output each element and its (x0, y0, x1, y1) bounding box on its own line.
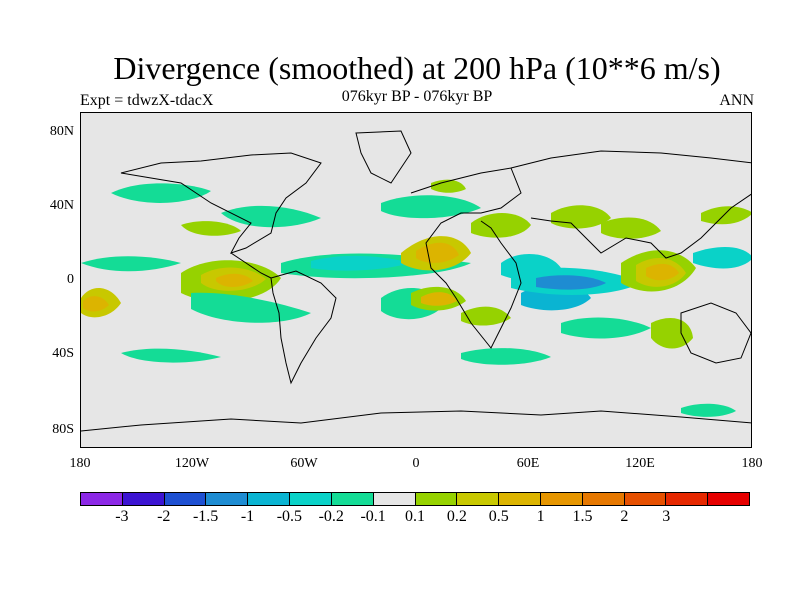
map-panel (80, 112, 752, 448)
colorbar-swatch (457, 493, 500, 505)
colorbar-label: -2 (157, 508, 171, 525)
lon-label-120e: 120E (625, 456, 655, 471)
colorbar-label: -1.5 (192, 508, 219, 525)
lon-label-60w: 60W (290, 456, 318, 471)
colorbar-label: 2 (620, 508, 629, 525)
lat-label-40s: 40S (52, 346, 74, 361)
colorbar-swatch (81, 493, 123, 505)
lon-label-60e: 60E (516, 456, 540, 471)
colorbar-label: -0.5 (276, 508, 303, 525)
colorbar-label: -0.1 (360, 508, 386, 525)
map-subtitle: 076kyr BP - 076kyr BP (341, 88, 493, 105)
colorbar-swatch (373, 493, 416, 505)
colorbar-label: -1 (240, 508, 255, 525)
colorbar-swatch (415, 493, 458, 505)
colorbar-swatch (331, 493, 374, 505)
colorbar-label: 0.5 (488, 508, 509, 525)
colorbar-label: 3 (662, 508, 671, 525)
lon-label-180e: 180 (741, 456, 763, 471)
coastlines (81, 130, 751, 432)
map-title: Divergence (smoothed) at 200 hPa (10**6 … (113, 50, 721, 86)
colorbar-swatch (666, 493, 709, 505)
colorbar-label: 1.5 (572, 508, 593, 525)
divergence-field (81, 179, 751, 417)
colorbar-swatch (499, 493, 541, 505)
colorbar-label: 0.1 (405, 508, 425, 525)
colorbar-swatch (624, 493, 667, 505)
lat-label-80s: 80S (52, 422, 74, 437)
lat-label-80n: 80N (49, 124, 74, 139)
colorbar-label: 0.2 (446, 508, 467, 525)
colorbar-label: 1 (536, 508, 545, 525)
lat-label-0: 0 (67, 272, 74, 287)
lon-label-180w: 180 (69, 456, 91, 471)
colorbar-swatch (708, 493, 749, 505)
lon-label-0: 0 (412, 456, 420, 471)
colorbar-swatch (540, 493, 583, 505)
colorbar-swatch (582, 493, 625, 505)
colorbar-label: -3 (115, 508, 129, 525)
colorbar (80, 492, 750, 506)
colorbar-swatch (206, 493, 249, 505)
lon-label-120w: 120W (174, 456, 210, 471)
lat-label-40n: 40N (49, 198, 74, 213)
colorbar-label: -0.2 (318, 508, 344, 525)
colorbar-swatch (290, 493, 332, 505)
experiment-label: Expt = tdwzX-tdacX (80, 92, 214, 109)
colorbar-swatch (122, 493, 165, 505)
colorbar-swatch (164, 493, 207, 505)
season-label: ANN (719, 92, 754, 109)
divergence-map (81, 130, 751, 432)
colorbar-swatch (248, 493, 291, 505)
